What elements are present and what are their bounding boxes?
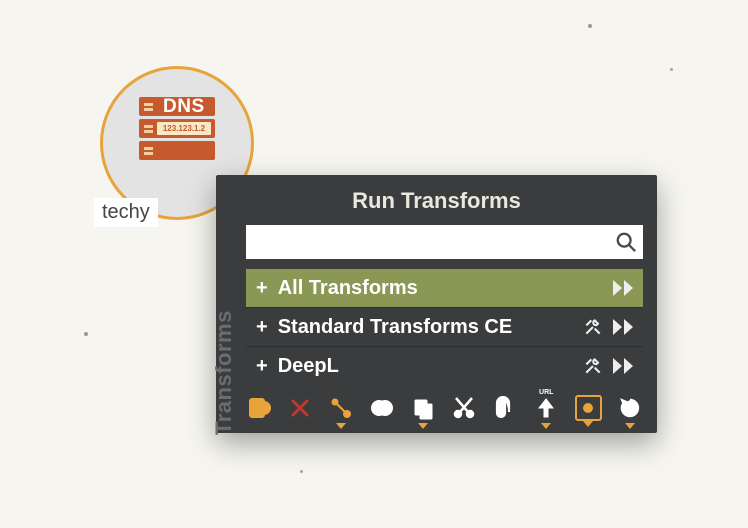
configure-icon[interactable] (583, 356, 603, 376)
transform-set-all[interactable]: + All Transforms (246, 269, 643, 307)
dns-server-icon: DNS 123.123.1.2 (139, 97, 215, 173)
transform-search-input[interactable] (252, 231, 615, 254)
dns-ip-label: 123.123.1.2 (157, 122, 211, 135)
transform-set-label: Standard Transforms CE (278, 317, 573, 337)
dns-badge: DNS (163, 96, 205, 118)
run-all-icon[interactable] (613, 280, 635, 296)
transform-set-deepl[interactable]: + DeepL (246, 346, 643, 385)
transform-set-list: + All Transforms + Standard Transforms C… (246, 269, 643, 385)
run-transforms-panel: Run Transforms Transforms + All Transfor… (216, 175, 657, 433)
panel-title: Run Transforms (216, 175, 657, 225)
run-icon[interactable] (613, 319, 635, 335)
delete-button[interactable] (287, 395, 312, 421)
open-url-button[interactable]: URL (534, 395, 559, 421)
caret-down-icon (625, 423, 635, 429)
caret-down-icon (583, 421, 593, 427)
expand-icon[interactable]: + (256, 317, 268, 337)
caret-down-icon (418, 423, 428, 429)
bookmark-button[interactable] (575, 395, 602, 421)
url-tag: URL (539, 389, 553, 396)
transform-search[interactable] (246, 225, 643, 259)
cut-button[interactable] (451, 395, 476, 421)
caret-down-icon (336, 423, 346, 429)
transform-set-label: All Transforms (278, 278, 603, 298)
panel-side-label: Transforms (213, 310, 235, 435)
merge-button[interactable] (369, 395, 394, 421)
caret-down-icon (541, 423, 551, 429)
copy-button[interactable] (410, 395, 435, 421)
refresh-button[interactable] (618, 395, 643, 421)
expand-icon[interactable]: + (256, 278, 268, 298)
entity-label[interactable]: techy (94, 198, 158, 227)
search-icon[interactable] (615, 231, 637, 253)
run-icon[interactable] (613, 358, 635, 374)
bookmark-dot-icon (583, 403, 593, 413)
context-toolbar: URL (216, 385, 657, 433)
properties-button[interactable] (246, 395, 271, 421)
configure-icon[interactable] (583, 317, 603, 337)
attach-button[interactable] (493, 395, 518, 421)
link-from-button[interactable] (328, 395, 353, 421)
transform-set-label: DeepL (278, 356, 573, 376)
transform-set-standard[interactable]: + Standard Transforms CE (246, 307, 643, 346)
expand-icon[interactable]: + (256, 356, 268, 376)
